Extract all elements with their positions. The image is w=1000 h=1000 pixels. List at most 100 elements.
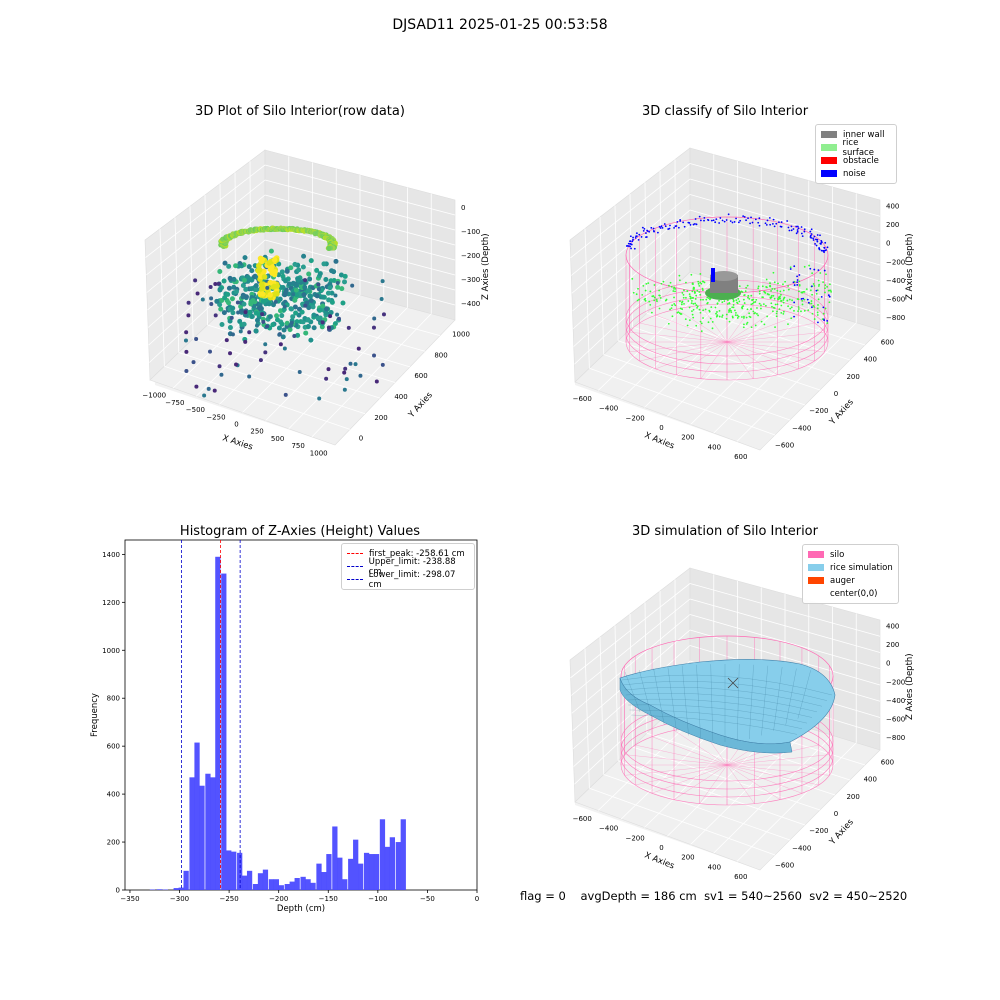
raw-point: [335, 284, 341, 290]
noise-point: [742, 215, 745, 218]
rice-surface-point: [730, 311, 733, 314]
rice-surface-point: [737, 297, 740, 300]
rice-surface-point: [692, 308, 695, 311]
x-tick-label: −350: [120, 895, 139, 903]
rice-surface-point: [648, 300, 651, 303]
x-tick-label: −200: [269, 895, 288, 903]
raw-point: [311, 325, 317, 331]
raw-point: [320, 320, 325, 325]
noise-point: [747, 217, 749, 220]
grid-line: [288, 307, 408, 430]
noise-point: [648, 230, 651, 233]
noise-point: [694, 218, 697, 220]
raw-point: [274, 313, 280, 319]
grid-line: [736, 322, 857, 442]
rice-surface-point: [789, 307, 792, 310]
raw-point: [183, 338, 188, 343]
histogram-bar: [231, 851, 237, 890]
noise-point: [790, 225, 793, 228]
raw-point: [342, 370, 347, 375]
rice-surface-point: [782, 312, 785, 315]
rice-surface-point: [706, 302, 709, 305]
grid-line: [736, 742, 857, 862]
simulation-silo-spoke: [726, 764, 819, 786]
noise-point: [814, 238, 817, 241]
noise-point: [809, 230, 812, 233]
rice-surface-point: [674, 288, 677, 290]
rice-surface-point: [704, 308, 707, 311]
raw-point: [379, 296, 384, 301]
rice-surface-point: [801, 291, 804, 294]
noise-point: [743, 215, 746, 218]
classify-y-axis-label: Y Axies: [827, 397, 856, 428]
rice-surface-point: [738, 300, 741, 303]
x-tick-label: 0: [659, 424, 663, 432]
noise-point: [626, 245, 628, 247]
noise-point: [818, 247, 820, 249]
noise-point: [652, 229, 655, 232]
rice-surface-point: [729, 308, 731, 310]
grid-line: [674, 159, 677, 286]
noise-point: [650, 226, 653, 229]
legend-item-rice-simulation: rice simulation: [808, 561, 893, 574]
noise-point: [795, 225, 798, 228]
rice-surface-point: [691, 313, 694, 316]
raw-point: [282, 346, 287, 351]
raw-point: [276, 261, 282, 267]
raw-point: [261, 274, 268, 280]
rice-surface-point: [672, 290, 675, 292]
rice-surface-point: [780, 300, 782, 302]
rice-surface-point: [701, 287, 704, 290]
simulation-silo-spoke: [624, 754, 728, 766]
raw-point: [260, 298, 266, 304]
raw-point: [273, 299, 278, 304]
raw-point: [353, 362, 358, 367]
raw-point: [272, 269, 278, 275]
histogram-bar: [194, 742, 200, 890]
raw-point: [184, 349, 189, 354]
noise-point: [814, 243, 816, 245]
rice-surface-point: [706, 296, 709, 299]
rice-surface-point: [757, 287, 760, 290]
grid-line: [689, 240, 881, 298]
rice-surface-point: [788, 298, 791, 301]
legend-item-rice-surface: rice surface: [821, 138, 891, 158]
raw-point: [302, 284, 308, 290]
rice-surface-point: [829, 283, 831, 286]
noise-point: [633, 247, 636, 250]
rice-surface-point: [669, 308, 671, 311]
raw-point: [194, 337, 199, 342]
noise-point: [707, 219, 710, 222]
noise-point: [757, 221, 760, 224]
noise-point: [638, 233, 641, 236]
grid-line: [574, 256, 691, 365]
simulation-3d-plot: X Axies Y Axies Z Axies (Depth) −600 −400…: [569, 567, 915, 881]
rice-surface-point: [780, 293, 782, 296]
histogram-bar: [353, 839, 359, 890]
histogram-bar: [316, 863, 322, 890]
rice-surface-point: [758, 292, 761, 295]
rice-surface-point: [805, 288, 808, 291]
rice-surface-point: [803, 290, 806, 293]
raw-point: [247, 330, 252, 335]
legend-label: center(0,0): [830, 588, 878, 599]
rice-surface-point: [692, 316, 695, 319]
legend-label: first_peak: -258.61 cm: [369, 548, 465, 559]
classify-3d-plot: X Axies Y Axies Z Axies (Depth) −600 −400…: [569, 147, 915, 461]
raw-point: [238, 329, 243, 334]
rice-surface-point: [748, 298, 751, 300]
noise-point: [632, 236, 634, 239]
noise-point: [673, 226, 675, 229]
raw-point: [221, 310, 227, 316]
raw-point: [207, 349, 212, 354]
raw-point: [323, 277, 329, 283]
raw-point: [281, 327, 287, 333]
rice-surface-point: [671, 315, 674, 318]
z-tick-label: −100: [461, 228, 480, 236]
noise-point: [826, 322, 829, 324]
raw-x-axis-label: X Axies: [221, 433, 254, 452]
raw-point: [284, 268, 290, 274]
rice-surface-point: [782, 310, 785, 313]
histogram-legend: first_peak: -258.61 cm Upper_limit: -238…: [341, 543, 475, 590]
rice-surface-point: [758, 290, 761, 293]
